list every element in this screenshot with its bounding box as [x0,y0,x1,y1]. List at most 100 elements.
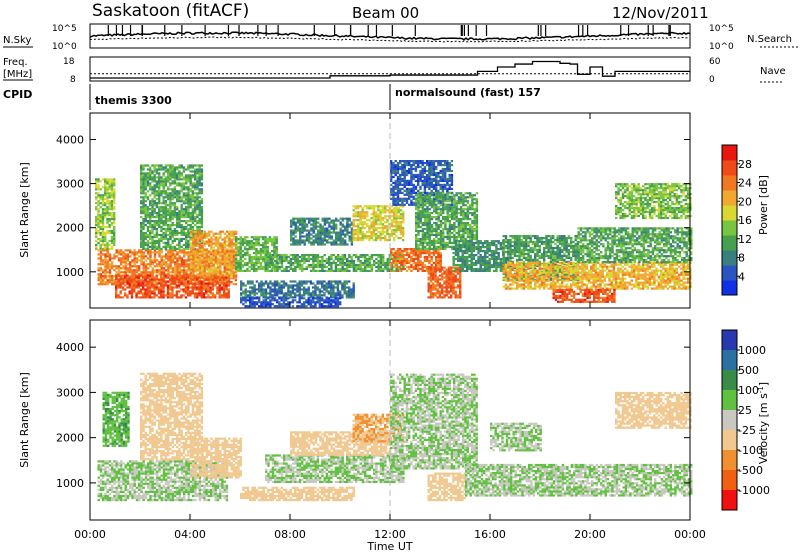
echo-cell [246,282,250,285]
echo-cell [115,281,118,284]
echo-cell [108,273,112,276]
echo-cell [173,186,177,189]
echo-cell [178,251,181,254]
echo-cell [265,257,268,261]
echo-cell [334,286,337,289]
echo-cell [144,188,147,191]
echo-cell [326,239,329,242]
echo-cell [99,194,102,197]
echo-cell [408,265,411,269]
echo-cell [390,219,394,222]
echo-cell [283,269,286,272]
echo-cell [151,261,154,264]
echo-cell [379,233,382,236]
echo-cell [171,267,175,270]
echo-cell [95,202,98,205]
echo-cell [117,265,121,268]
echo-cell [372,233,376,236]
echo-cell [189,204,192,207]
echo-cell [108,255,112,258]
echo-cell [249,286,252,289]
echo-cell [312,243,315,246]
echo-cell [384,237,387,240]
echo-cell [97,253,100,256]
echo-cell [292,219,295,222]
echo-cell [97,220,100,223]
echo-cell [267,301,270,304]
echo-cell [175,294,179,297]
echo-cell [363,213,367,216]
echo-cell [268,265,272,269]
echo-cell [126,286,129,289]
echo-cell [303,303,306,306]
echo-cell [208,272,211,275]
echo-cell [212,238,215,241]
echo-cell [321,241,324,244]
echo-cell [357,239,360,242]
echo-cell [280,269,284,272]
echo-cell [194,220,197,223]
echo-cell [209,292,212,295]
echo-cell [210,256,213,259]
echo-cell [192,258,195,261]
echo-cell [255,248,258,251]
echo-cell [214,236,218,239]
echo-cell [334,303,337,306]
echo-cell [167,245,170,248]
echo-cell [191,286,194,289]
echo-cell [149,208,152,211]
echo-cell [164,216,168,219]
echo-cell [386,261,389,265]
echo-cell [155,231,159,235]
echo-cell [180,225,183,229]
echo-cell [364,259,367,263]
echo-cell [201,268,204,271]
echo-cell [191,218,195,221]
echo-cell [176,261,179,264]
echo-cell [133,269,136,272]
echo-cell [157,292,161,295]
echo-cell [259,252,263,255]
echo-cell [101,208,105,211]
echo-cell [169,271,172,274]
echo-cell [176,259,179,262]
echo-cell [379,263,383,267]
echo-cell [167,249,170,252]
echo-cell [392,164,395,167]
echo-cell [110,231,114,235]
echo-cell [97,263,100,266]
echo-cell [384,231,387,234]
echo-cell [240,299,243,302]
echo-cell [167,224,170,227]
echo-cell [289,263,293,267]
echo-cell [223,281,226,284]
echo-cell [339,280,342,283]
echo-cell [296,255,299,259]
echo-cell [167,243,170,246]
echo-cell [348,217,351,220]
echo-cell [180,178,183,181]
echo-cell [198,286,201,289]
echo-cell [169,261,172,264]
echo-cell [162,202,165,205]
echo-cell [175,284,179,287]
echo-cell [223,276,226,279]
echo-cell [210,230,213,233]
echo-cell [144,294,147,297]
echo-cell [184,284,188,287]
echo-cell [317,231,320,234]
echo-cell [164,224,168,227]
echo-cell [357,223,360,226]
echo-cell [178,220,181,223]
echo-cell [142,202,145,205]
echo-cell [169,233,172,237]
echo-cell [200,210,204,213]
echo-cell [350,241,354,244]
echo-cell [290,229,293,232]
echo-cell [428,255,431,259]
echo-cell [217,266,220,269]
echo-cell [153,243,156,246]
echo-cell [216,282,219,285]
echo-cell [173,202,177,205]
echo-cell [120,267,123,270]
